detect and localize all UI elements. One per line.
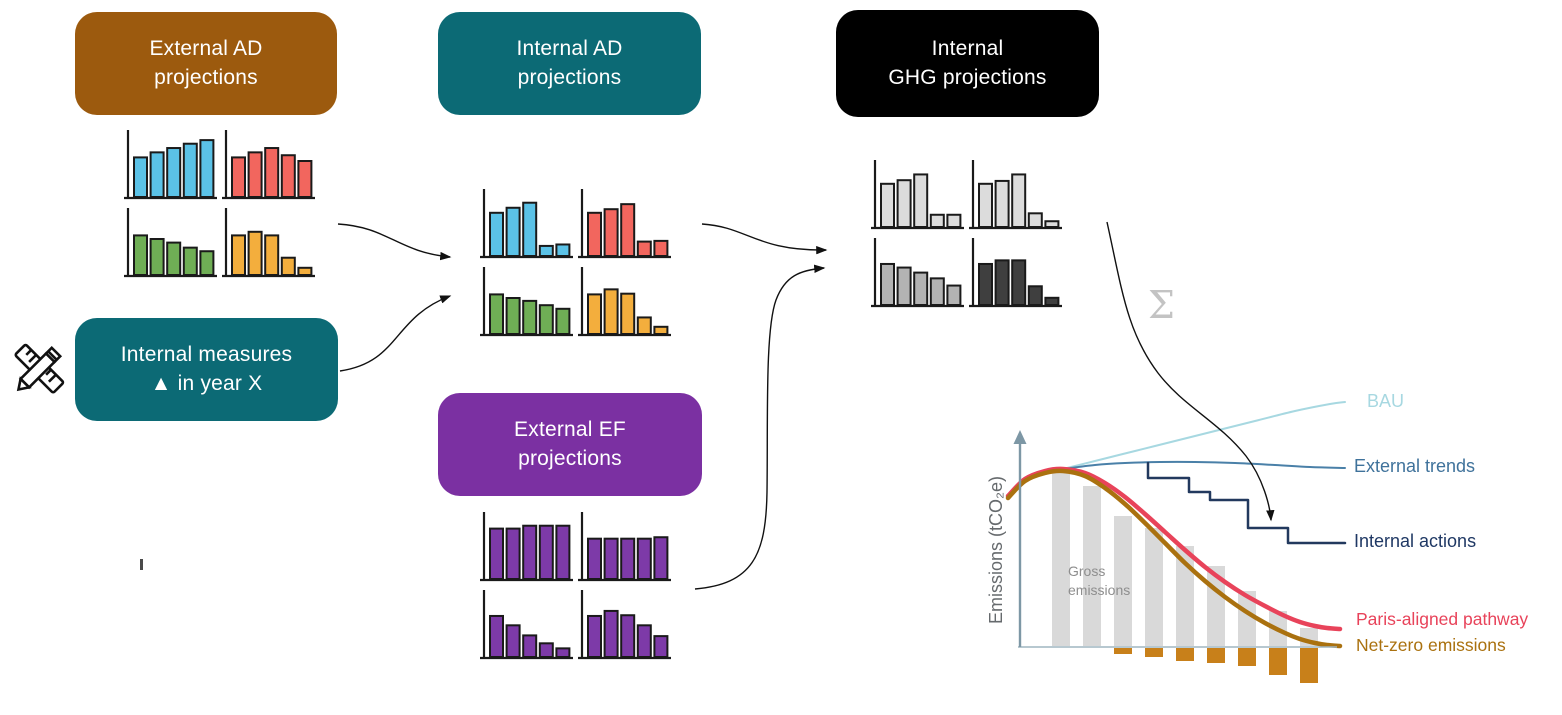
box-internal-measures-line1: Internal measures <box>120 342 293 366</box>
mini-chart-ef-purple-4 <box>578 590 671 660</box>
gross-emissions-annotation: Gross emissions <box>1068 563 1131 598</box>
legend-net-zero-emissions: Net-zero emissions <box>1356 635 1506 655</box>
sigma-symbol: Σ <box>1148 283 1175 327</box>
mini-chart-external-ad-orange <box>222 208 315 278</box>
mini-chart-external-ad-red <box>222 130 315 200</box>
arrow-internal-measures-to-internal-ad <box>339 295 452 372</box>
external-ef-mini-charts <box>477 509 673 663</box>
mini-chart-internal-ad-green <box>480 267 573 337</box>
y-axis-arrowhead <box>1013 430 1027 444</box>
mini-chart-internal-ad-blue <box>480 189 573 259</box>
arrow-external-ef-to-ghg <box>694 264 826 590</box>
box-external-ef-projections: External EF projections <box>438 393 702 496</box>
internal-ghg-mini-charts <box>868 157 1064 311</box>
stray-tick-mark <box>140 559 143 570</box>
arrow-internal-ad-to-ghg <box>701 223 828 255</box>
mini-chart-internal-ad-red <box>578 189 671 259</box>
mini-chart-ghg-light-gray-1 <box>871 160 964 230</box>
box-external-ad-line1: External AD <box>149 36 263 60</box>
mini-chart-ef-purple-1 <box>480 512 573 582</box>
mini-chart-ghg-dark-gray <box>969 238 1062 308</box>
box-internal-ad-line1: Internal AD <box>516 36 623 60</box>
box-external-ef-line2: projections <box>518 446 622 470</box>
box-internal-ghg-line1: Internal <box>931 36 1004 60</box>
mini-chart-ef-purple-3 <box>480 590 573 660</box>
emissions-chart-axes <box>1013 430 1337 648</box>
box-internal-measures: Internal measures ▲ in year X <box>75 318 338 421</box>
box-internal-measures-line2: ▲ in year X <box>150 371 263 395</box>
legend-bau: BAU <box>1367 391 1405 411</box>
legend-external-trends: External trends <box>1354 456 1476 476</box>
legend-internal-actions: Internal actions <box>1354 531 1477 551</box>
y-axis-label: Emissions (tCO₂e) <box>986 476 1006 625</box>
box-internal-ghg-projections: Internal GHG projections <box>836 10 1099 117</box>
box-internal-ghg-line2: GHG projections <box>888 65 1047 89</box>
mini-chart-external-ad-blue <box>124 130 217 200</box>
legend-paris-aligned-pathway: Paris-aligned pathway <box>1356 609 1529 629</box>
internal-ad-mini-charts <box>477 186 673 340</box>
box-internal-ad-projections: Internal AD projections <box>438 12 701 115</box>
ruler-pencil-icon <box>7 337 71 401</box>
box-external-ad-line2: projections <box>154 65 258 89</box>
mini-chart-ghg-mid-gray <box>871 238 964 308</box>
mini-chart-internal-ad-orange <box>578 267 671 337</box>
mini-chart-ghg-light-gray-2 <box>969 160 1062 230</box>
mini-chart-ef-purple-2 <box>578 512 671 582</box>
box-external-ef-line1: External EF <box>514 417 626 441</box>
box-internal-ad-line2: projections <box>517 65 622 89</box>
arrow-external-ad-to-internal-ad <box>337 223 452 261</box>
external-ad-mini-charts <box>121 127 317 281</box>
mini-chart-external-ad-green <box>124 208 217 278</box>
box-external-ad-projections: External AD projections <box>75 12 337 115</box>
